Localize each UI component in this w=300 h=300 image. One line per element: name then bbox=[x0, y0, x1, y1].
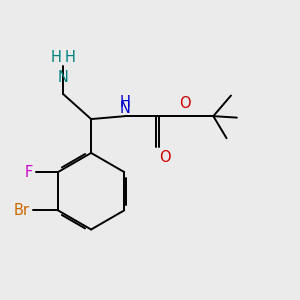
Text: Br: Br bbox=[14, 203, 30, 218]
Text: F: F bbox=[25, 165, 33, 180]
Text: N: N bbox=[58, 70, 69, 86]
Text: O: O bbox=[159, 150, 171, 165]
Text: H: H bbox=[119, 95, 130, 110]
Text: H: H bbox=[50, 50, 61, 64]
Text: N: N bbox=[119, 100, 130, 116]
Text: H: H bbox=[65, 50, 76, 64]
Text: O: O bbox=[179, 96, 191, 111]
